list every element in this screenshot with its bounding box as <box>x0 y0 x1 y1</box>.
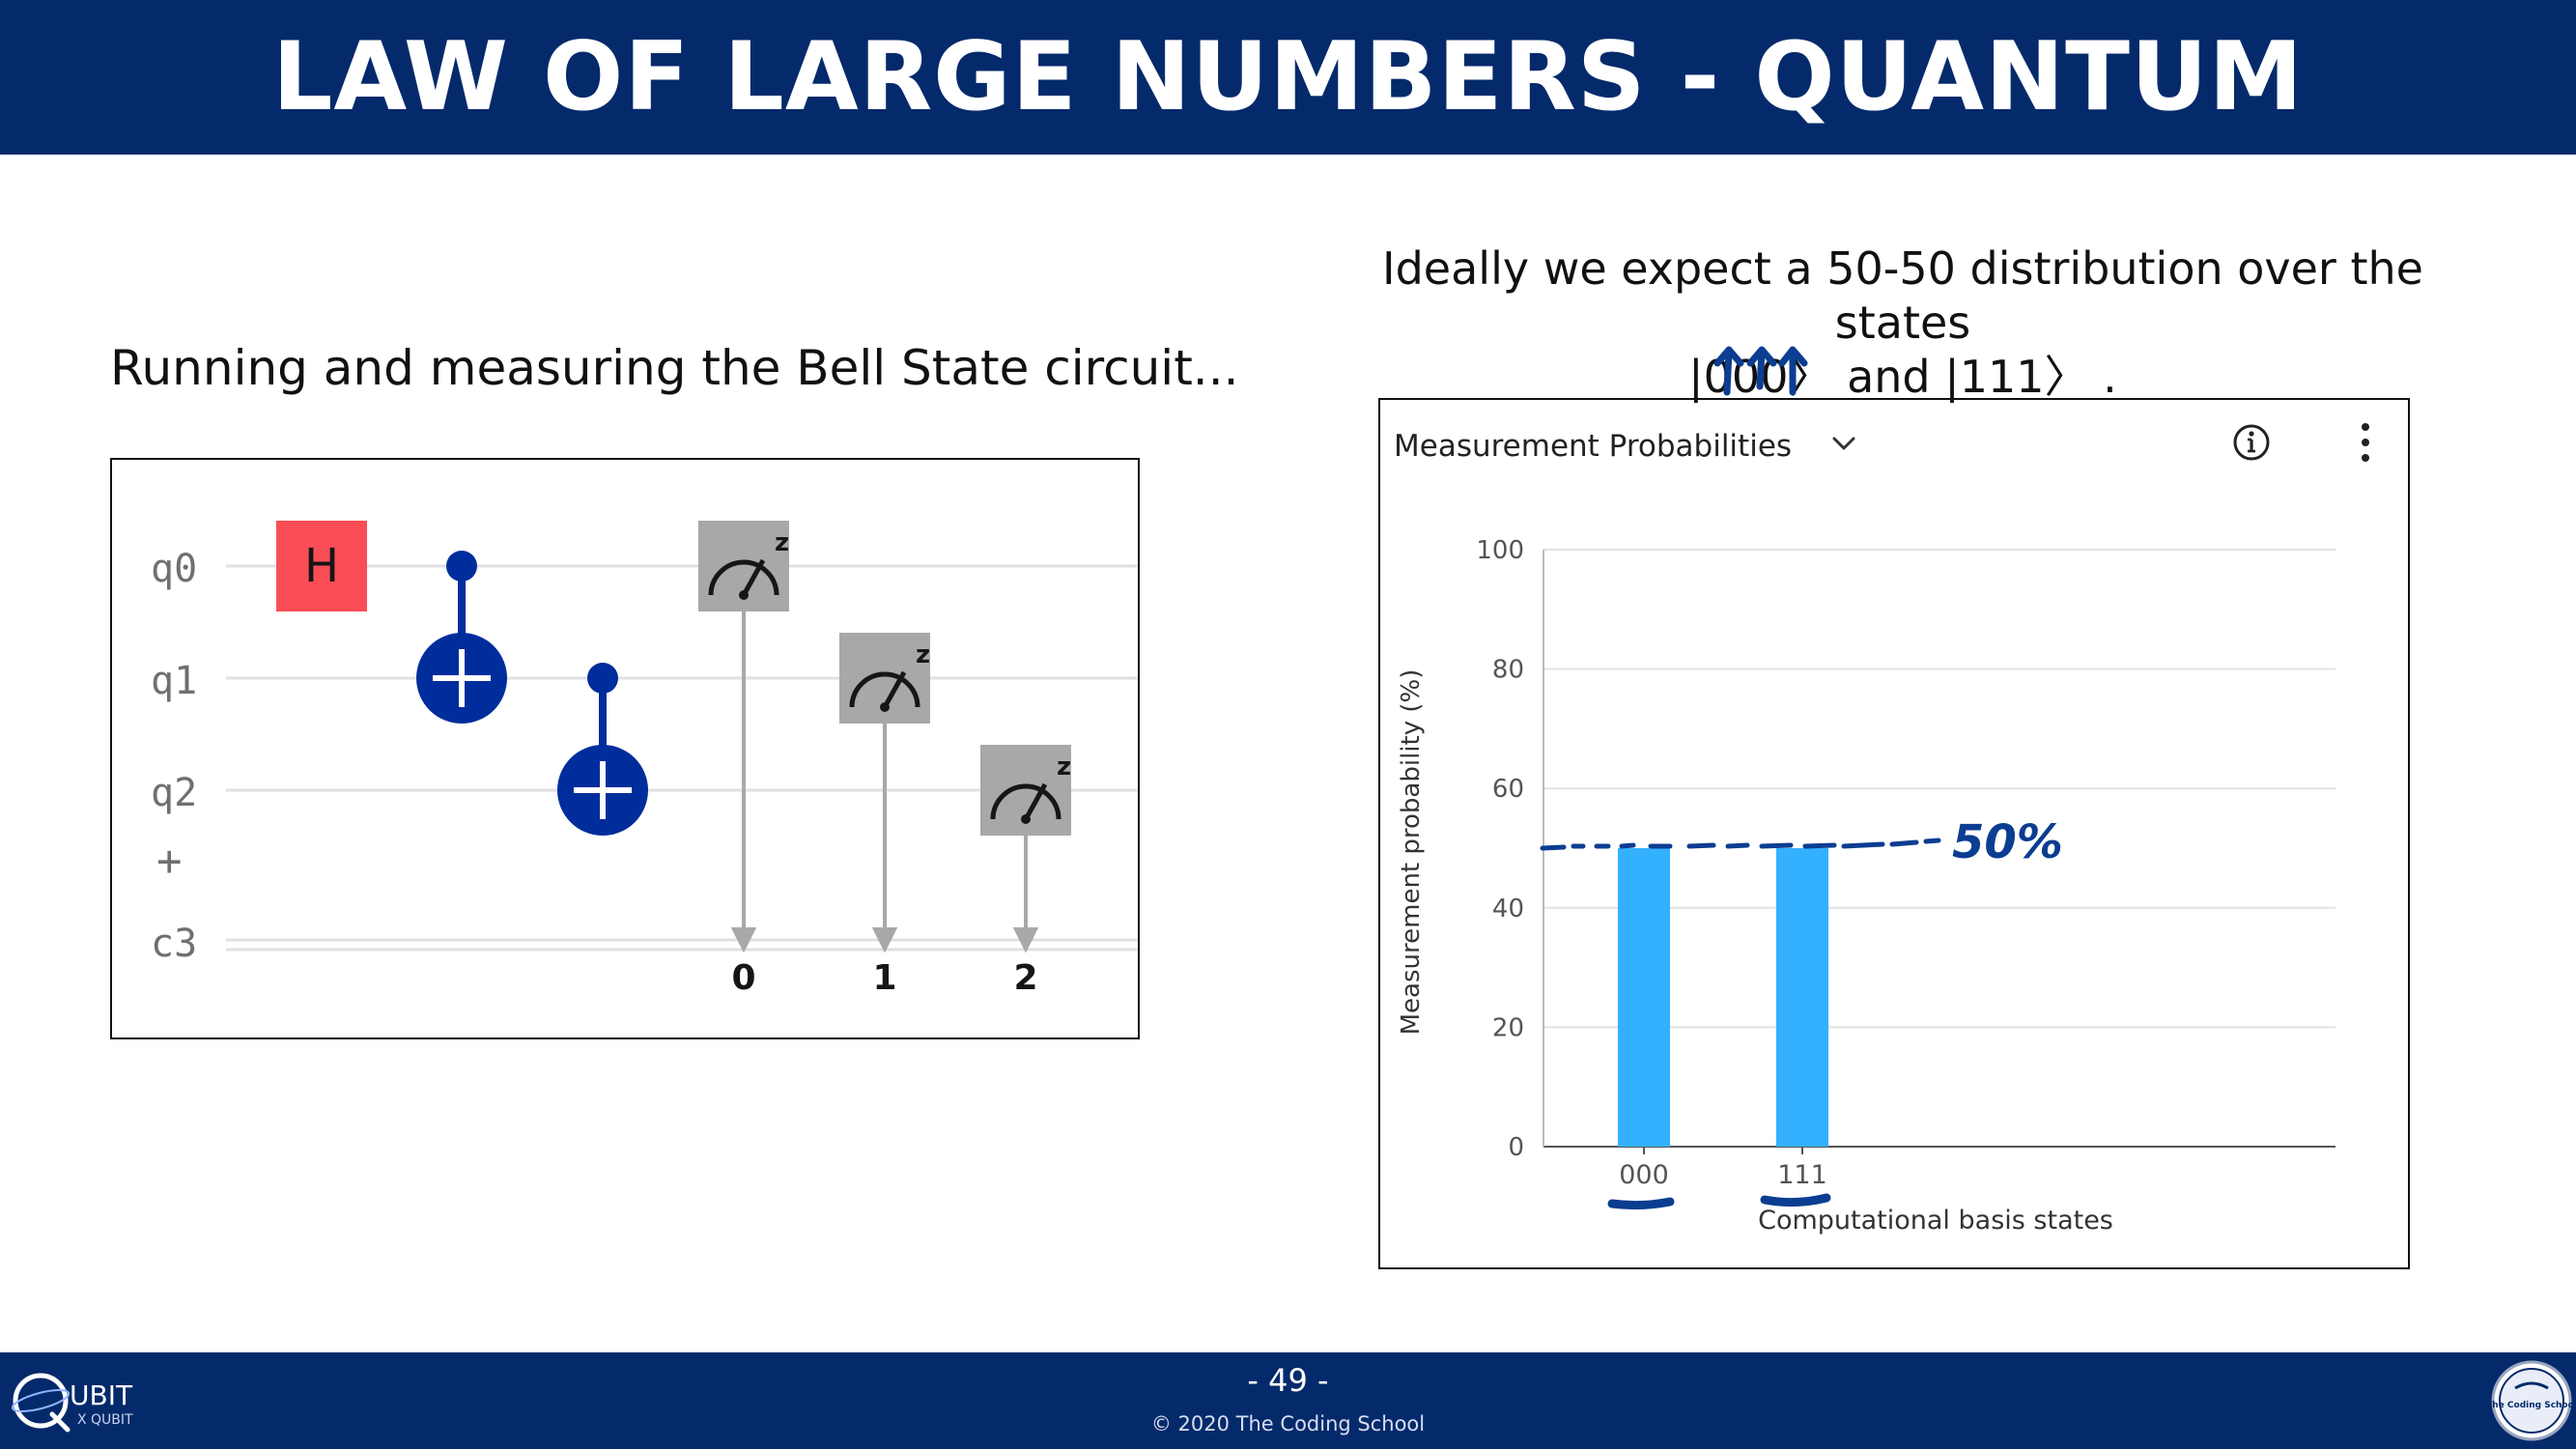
wire-label-q0: q0 <box>151 547 197 591</box>
wire-label-q2: q2 <box>151 771 197 815</box>
x-tick-label: 111 <box>1777 1160 1827 1190</box>
logo-left-sub: X QUBIT <box>77 1412 133 1428</box>
measure-basis-label: z <box>775 528 789 557</box>
measure-gate-q0[interactable]: z <box>698 521 789 611</box>
right-caption-line1: Ideally we expect a 50-50 distribution o… <box>1382 242 2423 349</box>
h-gate-label: H <box>304 539 339 593</box>
copyright: © 2020 The Coding School <box>1150 1412 1426 1435</box>
y-tick-label: 20 <box>1492 1013 1524 1042</box>
add-wire-plus[interactable]: + <box>156 837 183 886</box>
wire-label-q1: q1 <box>151 659 197 703</box>
meter-icon <box>990 783 1062 820</box>
right-caption: Ideally we expect a 50-50 distribution o… <box>1333 242 2473 404</box>
y-tick-label: 80 <box>1492 656 1524 685</box>
handwritten-50-percent-annotation: 50% <box>1540 815 2063 1210</box>
underline-000 <box>1607 1197 1675 1210</box>
more-vertical-icon[interactable] <box>2346 419 2385 466</box>
measure-gate-q2[interactable]: z <box>980 745 1071 836</box>
y-tick-label: 40 <box>1492 895 1524 923</box>
logo-left-text: UBIT <box>70 1379 133 1411</box>
measure-basis-label: z <box>916 640 930 669</box>
qubit-logo: UBIT X QUBIT <box>11 1373 133 1433</box>
x-axis-label: Computational basis states <box>1758 1206 2113 1236</box>
measure-gate-q1[interactable]: z <box>839 633 930 724</box>
coding-school-logo: The Coding School <box>2490 1360 2573 1441</box>
info-icon[interactable] <box>2230 421 2273 464</box>
header-bar <box>0 0 2576 155</box>
slide-title: LAW OF LARGE NUMBERS - QUANTUM <box>271 22 2305 132</box>
left-caption: Running and measuring the Bell State cir… <box>110 340 1239 396</box>
logo-right-text: The Coding School <box>2490 1401 2573 1410</box>
measure-basis-label: z <box>1057 753 1071 781</box>
meter-icon <box>849 671 920 708</box>
annotation-text: 50% <box>1952 815 2063 869</box>
x-tick-label: 000 <box>1619 1160 1669 1190</box>
measure-arrow-2 <box>1012 927 1039 953</box>
classical-bit-0: 0 <box>731 958 755 998</box>
measurement-probabilities-panel: Measurement Probabilities 0 20 40 60 80 100 0… <box>1378 398 2410 1269</box>
cnot-gate-2[interactable] <box>557 663 648 836</box>
classical-bit-2: 2 <box>1013 958 1037 998</box>
y-axis-label: Measurement probability (%) <box>1397 669 1426 1036</box>
handwritten-arrows <box>1713 346 1808 396</box>
h-gate[interactable]: H <box>276 521 367 611</box>
classical-bit-1: 1 <box>872 958 896 998</box>
y-tick-label: 60 <box>1492 775 1524 804</box>
measure-arrow-0 <box>730 927 757 953</box>
wire-label-c3: c3 <box>151 922 197 966</box>
y-tick-label: 0 <box>1508 1133 1524 1162</box>
cnot-gate-1[interactable] <box>416 551 507 724</box>
chevron-down-icon[interactable] <box>1825 425 1863 464</box>
right-caption-line2: |000〉 and |111〉 . <box>1688 351 2117 403</box>
footer-bar <box>0 1352 2576 1449</box>
panel-title: Measurement Probabilities <box>1394 429 1793 464</box>
bar-000[interactable] <box>1618 848 1670 1147</box>
page-number: - 49 - <box>1247 1362 1329 1399</box>
bar-111[interactable] <box>1776 848 1828 1147</box>
circuit-diagram: q0 q1 q2 + c3 H <box>110 458 1140 1039</box>
y-tick-label: 100 <box>1476 536 1524 565</box>
underline-111 <box>1760 1193 1831 1208</box>
measure-arrow-1 <box>871 927 898 953</box>
meter-icon <box>708 559 779 596</box>
bar-chart: 0 20 40 60 80 100 000 111 Measurement probabil… <box>1397 536 2335 1236</box>
